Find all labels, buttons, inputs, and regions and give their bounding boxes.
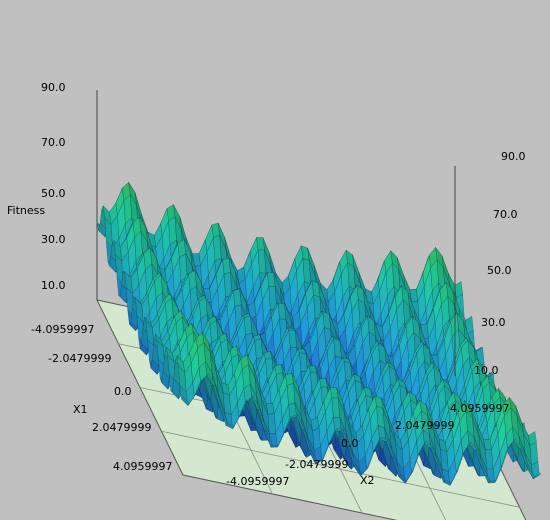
x2-tick: 0.0 (341, 437, 359, 450)
z-tick-right: 50.0 (487, 264, 512, 277)
z-tick-left: 10.0 (41, 279, 66, 292)
z-tick-right: 70.0 (493, 208, 518, 221)
surface-cell (529, 441, 539, 466)
x2-tick: -2.0479999 (285, 458, 348, 471)
surface-cell (532, 472, 542, 480)
z-tick-left: 30.0 (41, 233, 66, 246)
x1-tick: -2.0479999 (48, 352, 111, 365)
x2-axis-label: X2 (360, 474, 375, 487)
axes (96, 90, 456, 376)
z-axis-label: Fitness (7, 204, 45, 217)
x1-tick: -4.0959997 (31, 323, 94, 336)
floor-gridline (161, 430, 520, 508)
x1-tick: 4.0959997 (113, 460, 173, 473)
x1-axis-label: X1 (73, 403, 88, 416)
surface-mesh (96, 181, 542, 486)
x1-tick: 2.0479999 (92, 421, 152, 434)
z-tick-right: 90.0 (501, 150, 526, 163)
z-tick-left: 70.0 (41, 136, 66, 149)
z-tick-left: 50.0 (41, 187, 66, 200)
x1-tick: 0.0 (114, 385, 132, 398)
z-tick-left: 90.0 (41, 81, 66, 94)
x2-tick: 2.0479999 (395, 419, 455, 432)
x2-tick: 4.0959997 (450, 402, 510, 415)
z-tick-right: 30.0 (481, 316, 506, 329)
z-tick-right: 10.0 (474, 364, 499, 377)
x2-tick: -4.0959997 (226, 475, 289, 488)
